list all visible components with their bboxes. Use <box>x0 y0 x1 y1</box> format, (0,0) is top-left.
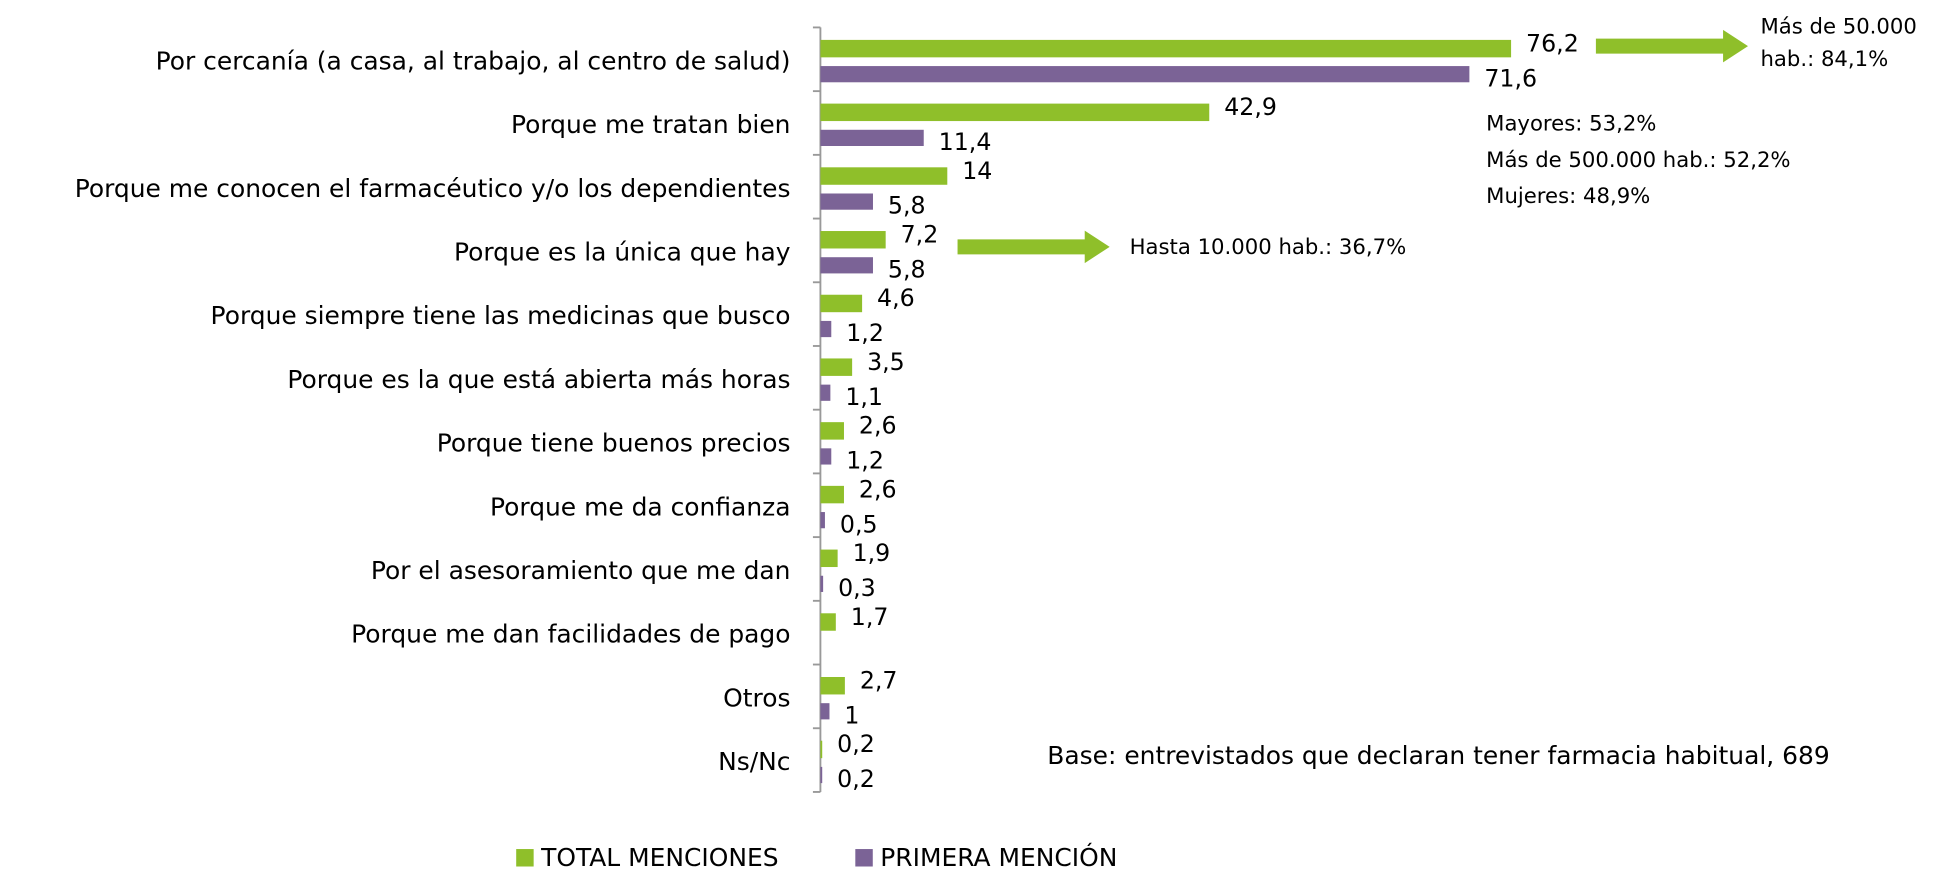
data-label: 1,9 <box>853 539 891 567</box>
bar <box>820 766 823 784</box>
legend-label: TOTAL MENCIONES <box>540 843 778 869</box>
y-tick-label: Por el asesoramiento que me dan <box>371 556 791 585</box>
bar <box>820 231 886 249</box>
data-label: 0,2 <box>837 765 875 793</box>
bar <box>820 320 832 338</box>
y-tick-label: Porque es la única que hay <box>454 237 791 266</box>
annotation-arrow <box>1595 29 1749 63</box>
y-tick-label: Ns/Nc <box>718 747 790 776</box>
annotation-arrow <box>957 230 1110 264</box>
data-label: 0,2 <box>837 730 875 758</box>
data-label: 0,5 <box>840 510 878 538</box>
data-label: 1,2 <box>846 447 884 475</box>
data-label: 3,5 <box>867 348 905 376</box>
data-label: 1,1 <box>845 383 883 411</box>
annotation: Base: entrevistados que declaran tener f… <box>1047 741 1829 770</box>
y-tick-label: Porque es la que está abierta más horas <box>287 365 790 394</box>
bar <box>820 575 824 592</box>
annotation: Mayores: 53,2% <box>1486 111 1656 136</box>
legend-swatch <box>516 849 534 867</box>
legend-label: PRIMERA MENCIÓN <box>880 842 1117 869</box>
bar <box>820 103 1210 122</box>
bar <box>820 448 832 465</box>
y-tick-label: Otros <box>723 683 790 712</box>
data-label: 71,6 <box>1484 64 1537 92</box>
y-tick-label: Porque me conocen el farmacéutico y/o lo… <box>75 174 791 203</box>
bar <box>820 358 853 376</box>
bar <box>820 676 845 695</box>
legend-swatch <box>855 849 873 867</box>
bar <box>820 549 838 568</box>
data-label: 2,7 <box>860 666 898 694</box>
bar <box>820 740 823 759</box>
bar <box>820 129 924 146</box>
annotation: Más de 500.000 hab.: 52,2% <box>1486 147 1790 172</box>
bar <box>820 512 825 529</box>
data-label: 1 <box>844 701 859 729</box>
annotation: Hasta 10.000 hab.: 36,7% <box>1130 234 1407 259</box>
data-label: 5,8 <box>888 255 926 283</box>
data-label: 1,7 <box>851 603 889 631</box>
data-label: 76,2 <box>1526 29 1579 57</box>
annotation: hab.: 84,1% <box>1760 46 1888 71</box>
annotation: Más de 50.000 <box>1760 13 1916 38</box>
y-tick-label: Porque me da confianza <box>490 492 790 521</box>
data-label: 42,9 <box>1224 93 1277 121</box>
data-label: 2,6 <box>859 475 897 503</box>
annotation: Mujeres: 48,9% <box>1486 183 1650 208</box>
bar <box>820 703 830 720</box>
y-tick-label: Por cercanía (a casa, al trabajo, al cen… <box>156 46 791 75</box>
bar <box>820 613 836 631</box>
data-label: 0,3 <box>838 574 876 602</box>
bar <box>820 39 1512 58</box>
bar <box>820 485 844 504</box>
data-label: 5,8 <box>888 192 926 220</box>
y-tick-label: Porque me tratan bien <box>511 110 791 139</box>
data-label: 1,2 <box>846 319 884 347</box>
data-label: 2,6 <box>859 412 897 440</box>
bar <box>820 294 863 313</box>
y-tick-label: Porque me dan facilidades de pago <box>351 620 790 649</box>
data-label: 7,2 <box>901 221 939 249</box>
data-label: 11,4 <box>939 128 992 156</box>
bar <box>820 422 844 440</box>
y-tick-label: Porque siempre tiene las medicinas que b… <box>211 301 791 330</box>
bar <box>820 66 1470 83</box>
bar <box>820 384 831 401</box>
bar <box>820 257 873 274</box>
data-label: 4,6 <box>877 284 915 312</box>
y-tick-label: Porque tiene buenos precios <box>437 429 791 458</box>
bar <box>820 167 948 185</box>
data-label: 14 <box>962 157 992 185</box>
bar <box>820 193 873 210</box>
